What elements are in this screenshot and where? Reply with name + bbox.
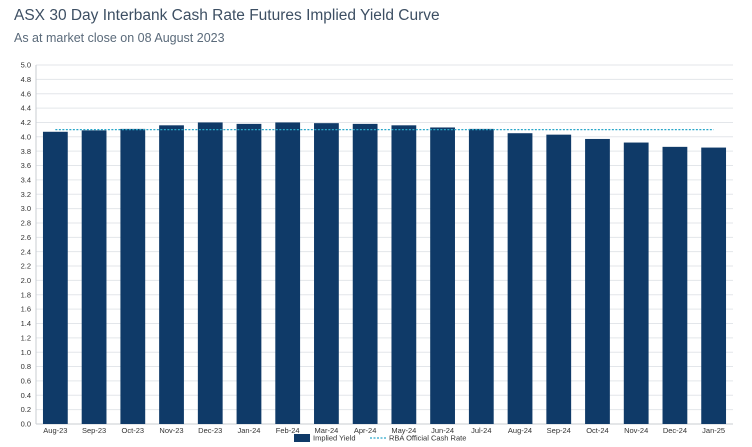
y-tick-label: 1.4 (21, 319, 31, 328)
chart-subtitle: As at market close on 08 August 2023 (14, 31, 225, 45)
x-tick-label: Aug-23 (43, 426, 67, 435)
y-tick-label: 3.0 (21, 204, 31, 213)
bar (275, 122, 301, 424)
y-tick-label: 2.4 (21, 247, 31, 256)
x-tick-label: Dec-24 (663, 426, 687, 435)
y-tick-label: 3.2 (21, 190, 31, 199)
bar (662, 146, 688, 425)
y-tick-label: 0.4 (21, 391, 31, 400)
grid-lines (35, 64, 733, 425)
x-tick-label: May-24 (391, 426, 416, 435)
legend-label-rba-cash-rate: RBA Official Cash Rate (389, 434, 466, 443)
y-tick-label: 2.8 (21, 219, 31, 228)
bar (120, 128, 146, 425)
x-tick-label: Sep-24 (547, 426, 571, 435)
y-tick-label: 3.8 (21, 147, 31, 156)
x-tick-label: Nov-24 (624, 426, 648, 435)
bar (197, 122, 223, 424)
y-tick-label: 1.8 (21, 290, 31, 299)
x-tick-label: Nov-23 (159, 426, 183, 435)
y-tick-label: 0.6 (21, 377, 31, 386)
y-tick-label: 4.4 (21, 104, 31, 113)
bar (314, 123, 339, 425)
bar (236, 123, 262, 424)
y-tick-label: 1.2 (21, 333, 31, 342)
x-tick-label: Apr-24 (354, 426, 377, 435)
x-tick-label: Aug-24 (508, 426, 532, 435)
bar (352, 123, 378, 424)
y-tick-label: 3.6 (21, 161, 31, 170)
legend-swatch-implied-yield (294, 434, 310, 442)
y-tick-label: 0.2 (21, 405, 31, 414)
bar (623, 142, 649, 424)
y-tick-label: 4.0 (21, 132, 31, 141)
x-tick-label: Oct-23 (122, 426, 145, 435)
x-axis-ticks: Aug-23 Sep-23 Oct-23 Nov-23 Dec-23 Jan-24 Feb-… (43, 426, 725, 435)
y-tick-label: 0.0 (21, 420, 31, 429)
bar (159, 125, 184, 424)
y-axis-ticks: 0.0 0.2 0.4 0.6 0.8 1.0 1.2 1.4 1.6 1.8 2.0 2.2 2.4 2… (21, 61, 31, 429)
x-tick-label: Jun-24 (431, 426, 454, 435)
x-tick-label: Jan-24 (238, 426, 261, 435)
x-tick-label: Jul-24 (471, 426, 491, 435)
x-tick-label: Sep-23 (82, 426, 106, 435)
bar (701, 147, 727, 424)
y-tick-label: 4.6 (21, 89, 31, 98)
bar (507, 133, 533, 424)
x-tick-label: Oct-24 (586, 426, 609, 435)
y-tick-label: 0.8 (21, 362, 31, 371)
legend: Implied Yield RBA Official Cash Rate (294, 434, 466, 443)
y-tick-label: 4.8 (21, 75, 31, 84)
y-tick-label: 1.6 (21, 305, 31, 314)
y-tick-label: 2.0 (21, 276, 31, 285)
chart-title: ASX 30 Day Interbank Cash Rate Futures I… (14, 7, 440, 24)
bar (81, 130, 107, 424)
y-tick-label: 2.2 (21, 262, 31, 271)
bar (391, 125, 417, 424)
x-tick-label: Mar-24 (315, 426, 339, 435)
y-tick-label: 5.0 (21, 61, 31, 70)
bar (546, 134, 572, 424)
x-tick-label: Feb-24 (276, 426, 300, 435)
legend-label-implied-yield: Implied Yield (313, 434, 356, 443)
y-tick-label: 3.4 (21, 175, 31, 184)
bar (42, 131, 68, 425)
bar (430, 127, 455, 424)
bar (585, 138, 610, 425)
x-tick-label: Jan-25 (702, 426, 725, 435)
bar-series (42, 122, 727, 425)
bar (468, 128, 494, 425)
x-tick-label: Dec-23 (198, 426, 222, 435)
y-tick-label: 2.6 (21, 233, 31, 242)
y-tick-label: 1.0 (21, 348, 31, 357)
y-tick-label: 4.2 (21, 118, 31, 127)
